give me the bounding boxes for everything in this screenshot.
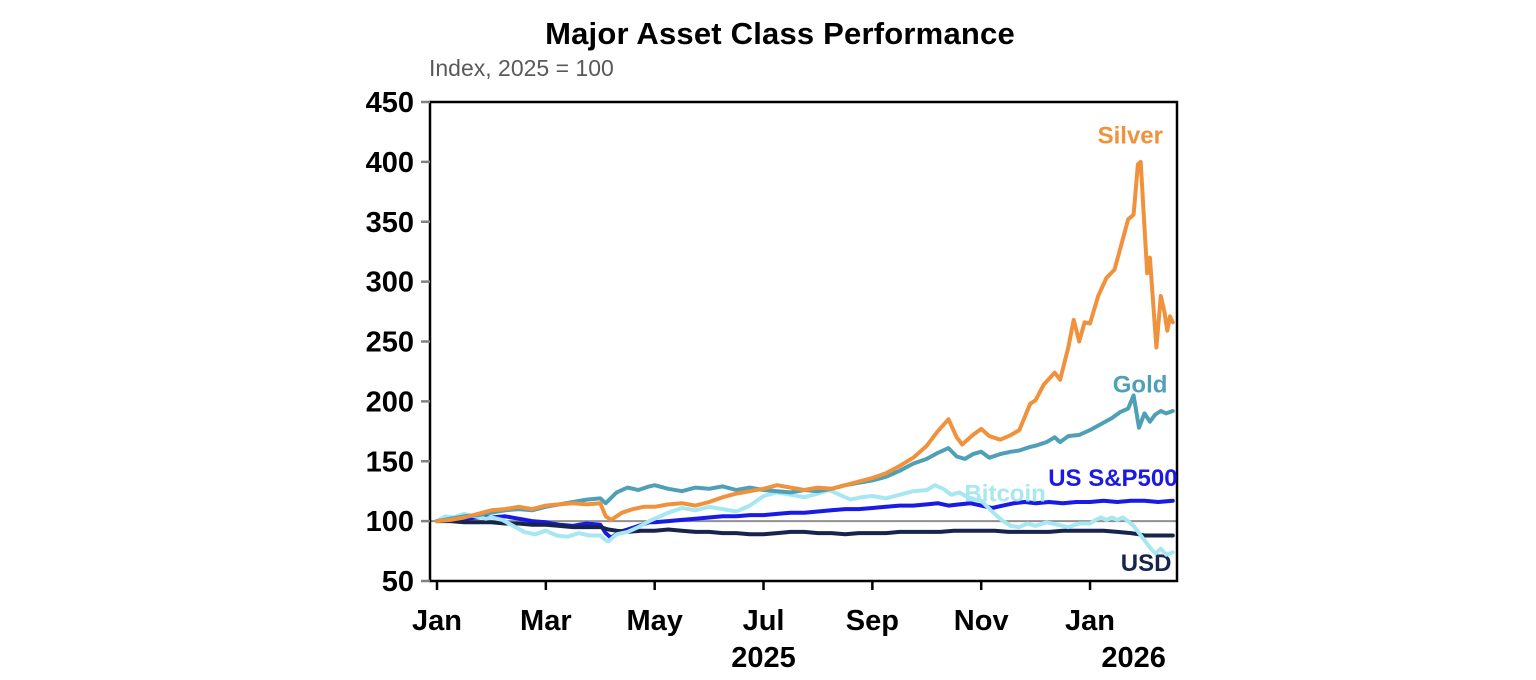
chart-title: Major Asset Class Performance — [545, 16, 1015, 51]
series-line-silver — [435, 159, 1175, 524]
x-tick-label: Nov — [954, 605, 1009, 637]
x-tick-label: Mar — [520, 605, 572, 637]
x-tick-label: Jul — [743, 605, 785, 637]
y-tick-label: 50 — [382, 566, 414, 598]
x-tick-label: May — [626, 605, 682, 637]
y-tick-label: 350 — [366, 207, 414, 239]
x-tick-label: Sep — [846, 605, 899, 637]
series-label-gold: Gold — [1113, 372, 1168, 399]
y-tick-label: 450 — [366, 87, 414, 119]
y-tick-label: 250 — [366, 327, 414, 359]
series-line-gold — [435, 393, 1175, 524]
year-label: 2026 — [1101, 642, 1166, 674]
y-tick-label: 100 — [366, 506, 414, 538]
x-tick-label: Jan — [412, 605, 462, 637]
y-tick-label: 400 — [366, 147, 414, 179]
y-tick-label: 300 — [366, 267, 414, 299]
series-label-us-s-p500: US S&P500 — [1048, 465, 1177, 492]
y-tick-label: 150 — [366, 446, 414, 478]
y-tick-label: 200 — [366, 386, 414, 418]
year-label: 2025 — [731, 642, 796, 674]
series-line-bitcoin — [435, 483, 1175, 557]
series-label-usd: USD — [1121, 550, 1172, 577]
x-tick-label: Jan — [1065, 605, 1115, 637]
chart-subtitle: Index, 2025 = 100 — [429, 55, 614, 81]
series-label-silver: Silver — [1098, 123, 1163, 150]
series-label-bitcoin: Bitcoin — [964, 481, 1045, 508]
series-line-usd — [435, 519, 1175, 538]
